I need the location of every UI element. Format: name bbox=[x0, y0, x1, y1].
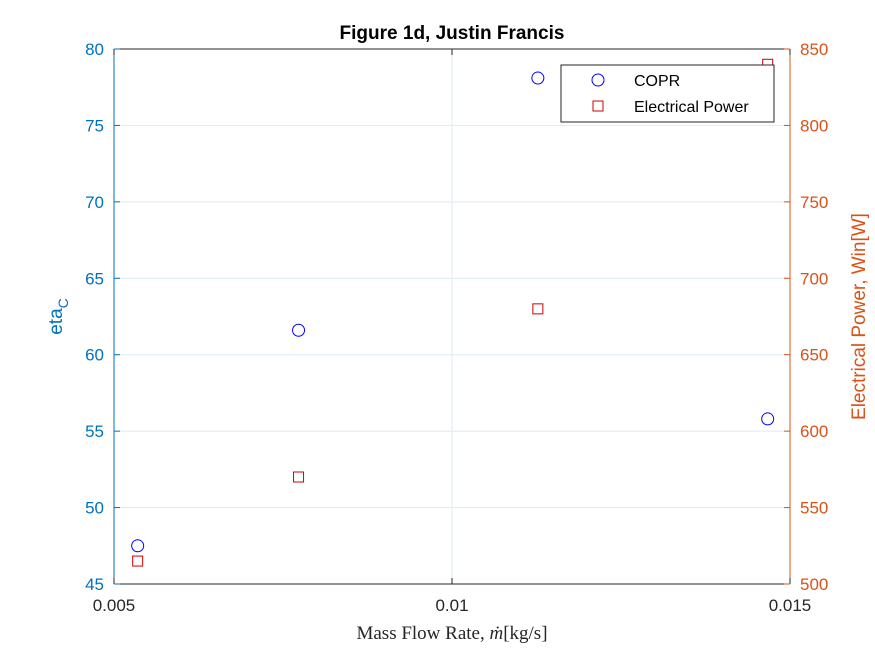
y-right-tick-label: 600 bbox=[800, 422, 828, 441]
electrical-power-point bbox=[132, 555, 144, 567]
legend-marker-electrical-power bbox=[592, 100, 604, 112]
y-right-tick-label: 500 bbox=[800, 575, 828, 594]
x-tick-label: 0.005 bbox=[93, 596, 136, 615]
x-axis-label-text: Mass Flow Rate, bbox=[356, 623, 484, 644]
x-tick-label: 0.01 bbox=[435, 596, 468, 615]
copr-point bbox=[761, 412, 775, 426]
copr-point bbox=[131, 539, 145, 553]
y-axis-left-label: etaC bbox=[46, 298, 71, 335]
data-marks bbox=[131, 58, 775, 567]
y-right-tick-label: 650 bbox=[800, 346, 828, 365]
copr-point bbox=[292, 323, 306, 337]
y-right-tick-label: 700 bbox=[800, 269, 828, 288]
x-axis-label-unit: [kg/s] bbox=[503, 623, 547, 644]
legend: COPR Electrical Power bbox=[560, 64, 775, 123]
y-left-tick-label: 60 bbox=[85, 346, 104, 365]
electrical-power-point bbox=[293, 471, 305, 483]
copr-point bbox=[531, 71, 545, 85]
y-left-tick-label: 45 bbox=[85, 575, 104, 594]
y-right-tick-label: 750 bbox=[800, 193, 828, 212]
y-left-tick-label: 65 bbox=[85, 269, 104, 288]
y-left-tick-label: 80 bbox=[85, 40, 104, 59]
y-right-tick-label: 800 bbox=[800, 116, 828, 135]
y-right-tick-label: 550 bbox=[800, 499, 828, 518]
y-axis-left-label-main: eta bbox=[46, 308, 67, 335]
x-tick-label: 0.015 bbox=[769, 596, 812, 615]
legend-marker-copr bbox=[591, 73, 605, 87]
y-axis-right-label: Electrical Power, Win[W] bbox=[849, 213, 870, 420]
y-left-tick-label: 70 bbox=[85, 193, 104, 212]
legend-label-electrical-power: Electrical Power bbox=[634, 99, 749, 116]
axes bbox=[113, 48, 791, 585]
x-axis-label-symbol: ṁ bbox=[489, 623, 503, 644]
y-left-tick-label: 75 bbox=[85, 116, 104, 135]
y-left-tick-label: 50 bbox=[85, 499, 104, 518]
x-axis-label: Mass Flow Rate, ṁ[kg/s] bbox=[356, 623, 547, 644]
tick-labels: 0.005 0.01 0.015 45 50 55 60 65 70 75 80 500 550 600 6… bbox=[85, 40, 828, 615]
y-axis-left-label-sub: C bbox=[55, 298, 71, 308]
electrical-power-point bbox=[532, 303, 544, 315]
y-left-tick-label: 55 bbox=[85, 422, 104, 441]
legend-label-copr: COPR bbox=[634, 73, 680, 90]
y-right-tick-label: 850 bbox=[800, 40, 828, 59]
chart-title: Figure 1d, Justin Francis bbox=[340, 23, 565, 44]
